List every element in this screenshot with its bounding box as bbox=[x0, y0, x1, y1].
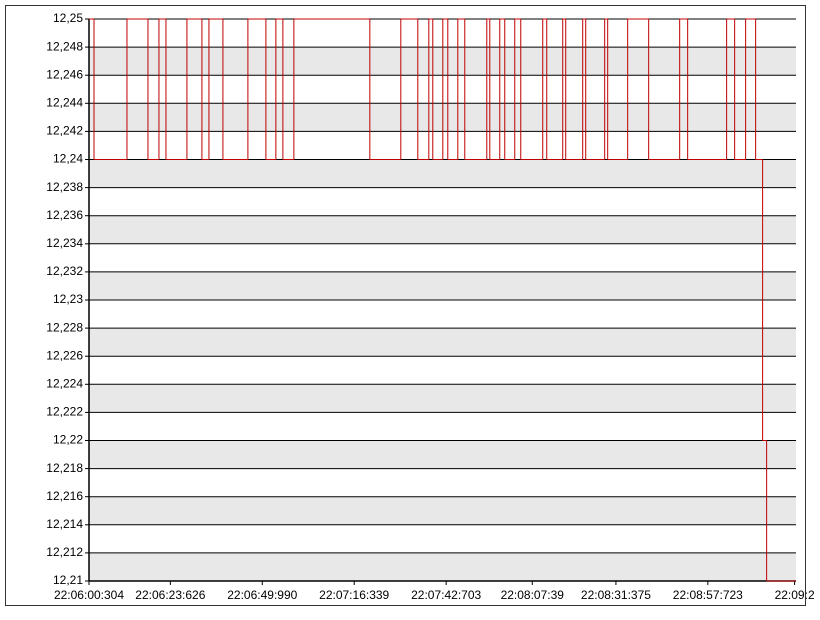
y-tick-label: 12,24 bbox=[53, 152, 83, 166]
y-tick-label: 12,234 bbox=[46, 236, 83, 250]
grid-band bbox=[89, 159, 796, 188]
y-tick-label: 12,214 bbox=[46, 517, 83, 531]
x-tick-label: 22:08:57:723 bbox=[673, 588, 743, 602]
grid-band bbox=[89, 384, 796, 413]
y-tick-label: 12,244 bbox=[46, 95, 83, 109]
y-tick-label: 12,242 bbox=[46, 124, 83, 138]
y-tick-label: 12,226 bbox=[46, 348, 83, 362]
y-tick-label: 12,224 bbox=[46, 376, 83, 390]
y-tick-label: 12,21 bbox=[53, 573, 83, 587]
x-tick-label: 22:09:2 bbox=[775, 588, 815, 602]
x-tick-label: 22:08:07:39 bbox=[501, 588, 565, 602]
y-tick-label: 12,246 bbox=[46, 67, 83, 81]
y-tick-label: 12,228 bbox=[46, 320, 83, 334]
grid-band bbox=[89, 271, 796, 300]
x-tick-label: 22:06:23:626 bbox=[135, 588, 205, 602]
x-tick-label: 22:07:16:339 bbox=[319, 588, 389, 602]
y-tick-label: 12,22 bbox=[53, 433, 83, 447]
plot-area: 12,21 12,212 12,214 12,216 12,218 12,22 12,222… bbox=[46, 11, 815, 602]
y-tick-label: 12,216 bbox=[46, 489, 83, 503]
x-tick-label: 22:06:49:990 bbox=[227, 588, 297, 602]
y-tick-label: 12,248 bbox=[46, 39, 83, 53]
y-tick-label: 12,236 bbox=[46, 208, 83, 222]
y-tick-label: 12,218 bbox=[46, 461, 83, 475]
grid-band bbox=[89, 328, 796, 357]
grid-band bbox=[89, 215, 796, 244]
y-tick-label: 12,25 bbox=[53, 11, 83, 25]
grid-band bbox=[89, 440, 796, 469]
x-tick-label: 22:07:42:703 bbox=[411, 588, 481, 602]
y-tick-label: 12,232 bbox=[46, 264, 83, 278]
y-tick-label: 12,222 bbox=[46, 405, 83, 419]
grid-band bbox=[89, 496, 796, 525]
y-tick-label: 12,212 bbox=[46, 545, 83, 559]
grid-band bbox=[89, 552, 796, 581]
y-tick-label: 12,23 bbox=[53, 292, 83, 306]
x-tick-label: 22:06:00:304 bbox=[54, 588, 124, 602]
x-tick-label: 22:08:31:375 bbox=[581, 588, 651, 602]
y-tick-label: 12,238 bbox=[46, 180, 83, 194]
